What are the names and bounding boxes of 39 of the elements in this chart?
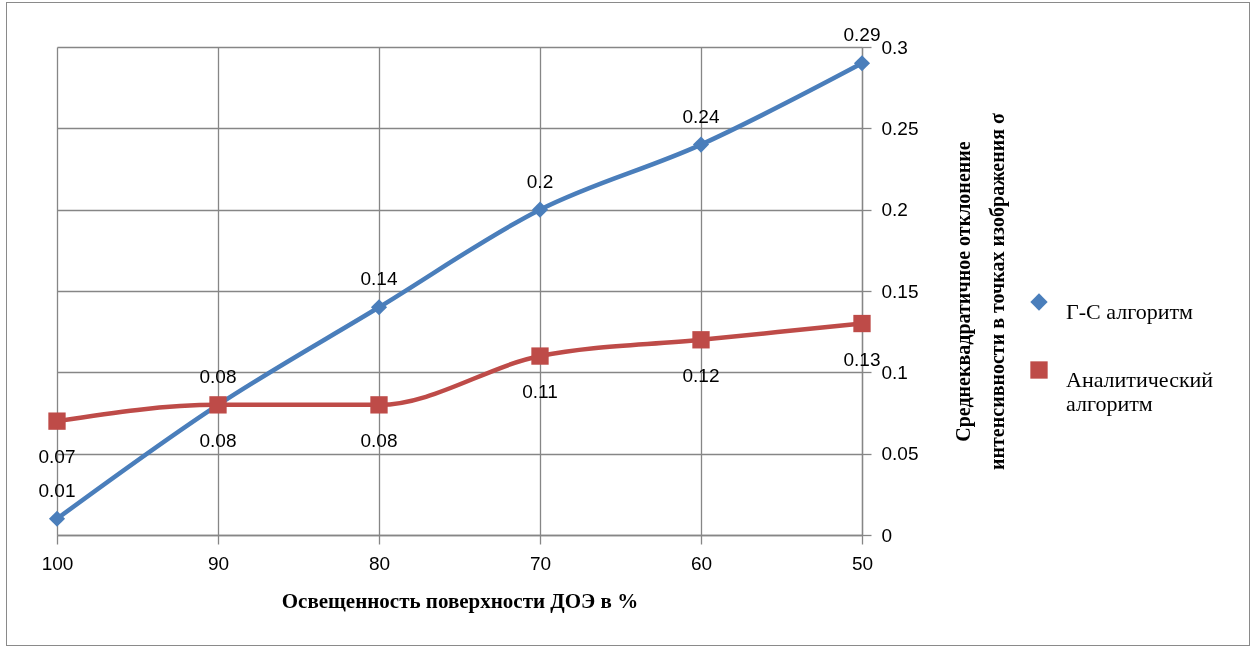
legend-label: Г-С алгоритм bbox=[1066, 299, 1194, 324]
data-label: 0.07 bbox=[38, 446, 76, 468]
y-tick-label: 0 bbox=[881, 524, 893, 546]
y-tick-label: 0.2 bbox=[881, 199, 908, 221]
data-label: 0.11 bbox=[522, 381, 558, 403]
x-tick-label: 50 bbox=[851, 552, 874, 574]
data-label: 0.01 bbox=[38, 479, 76, 501]
y-tick-label: 0.1 bbox=[881, 361, 908, 383]
legend-label: Аналитический алгоритм bbox=[1066, 367, 1214, 416]
point bbox=[370, 396, 388, 414]
data-label: 0.29 bbox=[843, 24, 881, 46]
point bbox=[692, 331, 710, 349]
x-tick-label: 90 bbox=[207, 552, 230, 574]
data-label: 0.08 bbox=[199, 429, 237, 451]
y-tick-label: 0.05 bbox=[881, 443, 919, 465]
data-label: 0.08 bbox=[199, 365, 237, 387]
y-axis-title: Среднеквадратичное отклонение интенсивности в точках изображения σ bbox=[952, 112, 1010, 470]
data-label: 0.14 bbox=[360, 268, 398, 290]
data-label: 0.08 bbox=[360, 429, 398, 451]
data-label: 0.12 bbox=[682, 364, 720, 386]
point bbox=[370, 299, 388, 316]
point bbox=[853, 55, 871, 72]
point bbox=[692, 136, 710, 153]
point bbox=[48, 510, 66, 527]
point bbox=[531, 347, 549, 365]
y-tick-label: 0.25 bbox=[881, 117, 919, 139]
point bbox=[531, 201, 549, 218]
data-label: 0.13 bbox=[843, 348, 881, 370]
point bbox=[48, 412, 66, 430]
point bbox=[853, 314, 871, 333]
x-tick-label: 60 bbox=[690, 552, 713, 574]
x-tick-label: 80 bbox=[368, 552, 391, 574]
x-tick-label: 100 bbox=[41, 552, 74, 574]
data-label: 0.2 bbox=[526, 170, 554, 192]
x-tick-label: 70 bbox=[529, 552, 552, 574]
x-axis-title: Освещенность поверхности ДОЭ в % bbox=[281, 588, 639, 613]
y-tick-label: 0.3 bbox=[881, 36, 908, 58]
data-label: 0.24 bbox=[682, 105, 720, 127]
y-tick-label: 0.15 bbox=[881, 280, 919, 302]
